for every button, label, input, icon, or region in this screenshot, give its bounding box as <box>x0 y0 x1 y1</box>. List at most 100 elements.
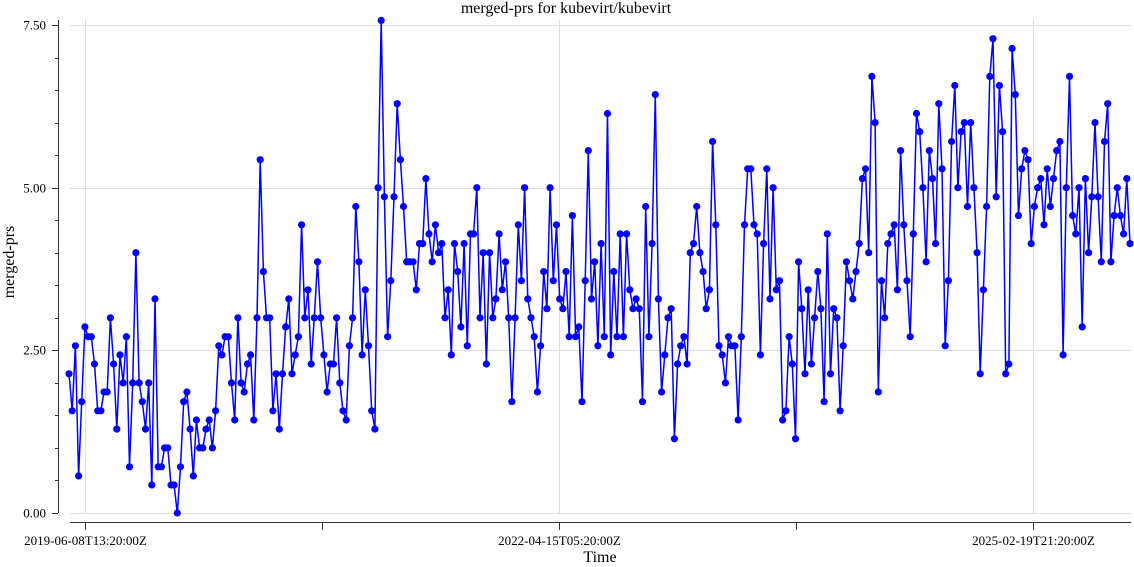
data-point <box>189 472 197 480</box>
data-point <box>476 314 484 322</box>
data-point <box>970 184 978 192</box>
data-point <box>766 295 774 303</box>
data-point <box>1081 175 1089 183</box>
data-point <box>78 398 86 406</box>
data-point <box>110 360 118 368</box>
data-point <box>607 351 615 359</box>
data-point <box>664 314 672 322</box>
data-point <box>435 249 443 257</box>
data-point <box>677 342 685 350</box>
data-point <box>954 184 962 192</box>
data-point <box>693 202 701 211</box>
data-point <box>454 268 462 276</box>
data-point <box>1034 184 1042 192</box>
data-point <box>763 165 771 173</box>
data-point <box>272 370 280 378</box>
data-point <box>192 416 200 424</box>
data-point <box>826 370 835 378</box>
data-point <box>450 240 459 248</box>
data-point <box>65 370 73 378</box>
data-point <box>734 416 742 424</box>
data-point <box>941 342 949 350</box>
data-point <box>721 379 730 387</box>
data-point <box>865 249 873 257</box>
data-point <box>795 258 803 266</box>
data-point <box>530 333 538 341</box>
data-point <box>422 175 430 183</box>
data-point <box>1094 193 1102 201</box>
data-point <box>486 249 494 257</box>
data-point <box>689 240 698 248</box>
data-point <box>638 398 647 406</box>
x-axis-label: Time <box>583 549 616 566</box>
data-point <box>686 249 694 257</box>
data-point <box>1018 165 1026 173</box>
data-point <box>645 333 653 341</box>
data-point <box>237 379 245 387</box>
data-point <box>380 193 388 201</box>
data-point <box>1126 240 1134 248</box>
data-point <box>333 314 341 322</box>
y-axis-ticks: 0.00 2.50 5.00 7.50 <box>23 18 58 521</box>
data-point <box>948 137 956 146</box>
data-point <box>724 333 733 341</box>
data-point <box>342 416 350 424</box>
data-point <box>1113 184 1121 192</box>
data-point <box>87 333 95 341</box>
data-point <box>227 379 236 387</box>
data-point <box>897 147 905 155</box>
data-point <box>412 286 420 294</box>
data-point <box>361 286 369 294</box>
data-point <box>922 258 930 266</box>
data-point <box>371 425 379 433</box>
data-point <box>801 370 809 378</box>
data-point <box>702 305 710 313</box>
data-point <box>68 407 76 415</box>
data-point <box>132 249 140 257</box>
data-point <box>661 351 669 359</box>
data-point <box>224 333 232 341</box>
data-point <box>1053 147 1061 155</box>
data-point <box>329 360 338 368</box>
data-point <box>983 202 991 211</box>
data-point <box>769 184 777 192</box>
data-point <box>259 268 267 276</box>
data-point <box>345 342 353 350</box>
data-point <box>731 342 739 350</box>
data-point <box>266 314 274 322</box>
data-point <box>903 277 911 285</box>
x-tick-label: 2025-02-19T21:20:00Z <box>972 533 1095 548</box>
data-point <box>1085 249 1093 257</box>
data-point <box>1097 258 1105 266</box>
data-point <box>932 240 940 248</box>
data-point <box>180 398 188 406</box>
data-point <box>1075 184 1083 192</box>
data-point <box>463 342 471 350</box>
x-axis-ticks: 2019-06-08T13:20:00Z 2022-04-15T05:20:00Z… <box>24 522 1095 548</box>
series-line-merged-prs <box>68 20 1131 514</box>
data-point <box>750 221 758 229</box>
data-point <box>103 388 111 396</box>
data-point <box>384 333 392 341</box>
data-point <box>444 286 452 294</box>
data-point <box>900 221 908 229</box>
data-point <box>282 323 290 331</box>
data-point <box>906 333 914 341</box>
data-point <box>581 277 589 285</box>
data-point <box>667 305 675 313</box>
data-point <box>208 444 216 452</box>
x-tick-label: 2019-06-08T13:20:00Z <box>24 533 147 548</box>
data-point <box>419 240 427 248</box>
data-point <box>399 202 408 211</box>
data-point <box>1049 175 1058 183</box>
data-point <box>973 249 981 257</box>
data-point <box>1072 230 1080 238</box>
data-point <box>613 333 621 341</box>
data-point <box>218 351 226 359</box>
data-point <box>919 184 927 192</box>
data-point <box>527 314 535 322</box>
data-point <box>75 472 83 480</box>
data-point <box>355 258 363 266</box>
data-point <box>979 286 988 294</box>
data-point <box>562 268 570 276</box>
